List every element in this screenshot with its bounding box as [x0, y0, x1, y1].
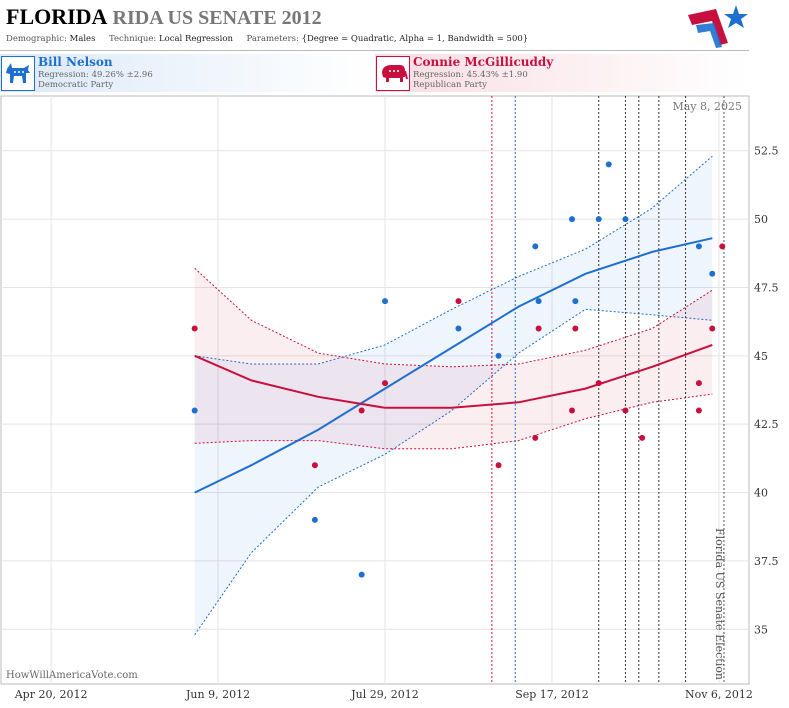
poll-point [572, 325, 579, 332]
chart-area: 35 37.5 40 42.5 45 47.5 50 52.5 Apr 20, 2012 Jun … [0, 94, 789, 708]
y-tick-label: 45 [754, 350, 768, 363]
poll-point [622, 216, 629, 223]
poll-point [595, 216, 602, 223]
technique-label: Technique: [108, 34, 157, 44]
x-tick-label: Sep 17, 2012 [515, 688, 589, 701]
y-tick-label: 37.5 [754, 555, 779, 568]
y-tick-label: 52.5 [754, 145, 779, 158]
date-stamp: May 8, 2025 [672, 100, 742, 113]
poll-point [709, 325, 716, 332]
upper-bound-line [194, 267, 713, 368]
poll-point [695, 243, 702, 250]
poll-point [709, 270, 716, 277]
candidate-card-democrat: Bill Nelson Regression: 49.26% ±2.96 Dem… [0, 54, 372, 92]
upper-bound-line [194, 155, 713, 365]
donkey-icon [1, 56, 35, 91]
demographic-label: Demographic: [6, 34, 67, 44]
poll-point [358, 571, 365, 578]
poll-point [311, 462, 318, 469]
y-tick-label: 50 [754, 213, 768, 226]
poll-point [358, 407, 365, 414]
x-tick-label: Jun 9, 2012 [185, 688, 250, 701]
x-tick-label: Jul 29, 2012 [350, 688, 419, 701]
regression-line [194, 343, 713, 409]
poll-point [719, 243, 726, 250]
y-tick-label: 35 [754, 623, 768, 636]
lower-bound-line [194, 393, 713, 450]
parameters-label: Parameters: [246, 34, 299, 44]
poll-point [532, 243, 539, 250]
header-divider [0, 50, 749, 51]
x-tick-label: Apr 20, 2012 [14, 688, 88, 701]
poll-point [535, 298, 542, 305]
x-tick-label: Nov 6, 2012 [685, 688, 753, 701]
candidate-card-republican: Connie McGillicuddy Regression: 45.43% ±… [375, 54, 747, 92]
poll-point [455, 325, 462, 332]
poll-point [605, 161, 612, 168]
parameters-line: Demographic: Males Technique: Local Regr… [6, 34, 528, 44]
demographic-value: Males [69, 34, 96, 44]
poll-point [695, 380, 702, 387]
title-state: FLORIDA [6, 4, 108, 29]
technique-value: Local Regression [158, 34, 233, 44]
candidate-name: Bill Nelson [38, 55, 113, 69]
candidate-party: Republican Party [413, 80, 487, 90]
poll-point [622, 407, 629, 414]
star-logo-icon [688, 5, 748, 48]
poll-point [569, 216, 576, 223]
title-rest: RIDA US SENATE 2012 [112, 7, 322, 29]
poll-point [695, 407, 702, 414]
poll-point [382, 380, 389, 387]
regression-line [194, 237, 713, 494]
poll-point [532, 434, 539, 441]
poll-point [595, 380, 602, 387]
poll-point [572, 298, 579, 305]
poll-point [382, 298, 389, 305]
candidate-name: Connie McGillicuddy [413, 55, 554, 69]
candidate-party: Democratic Party [38, 80, 114, 90]
chart-title: FLORIDA RIDA US SENATE 2012 [6, 4, 322, 34]
poll-point [455, 298, 462, 305]
poll-point [191, 407, 198, 414]
regression-chart: 35 37.5 40 42.5 45 47.5 50 52.5 Apr 20, 2012 Jun … [0, 95, 779, 701]
poll-point [311, 516, 318, 523]
y-tick-label: 47.5 [754, 281, 779, 294]
parameters-value: {Degree = Quadratic, Alpha = 1, Bandwidt… [301, 34, 529, 44]
candidate-regression: Regression: 49.26% ±2.96 [38, 70, 153, 80]
election-day-label: Florida US Senate Election [713, 528, 726, 680]
plot-frame [0, 95, 750, 685]
confidence-band [194, 268, 713, 449]
candidate-regression: Regression: 45.43% ±1.90 [413, 70, 528, 80]
watermark: HowWillAmericaVote.com [6, 670, 138, 681]
y-tick-label: 42.5 [754, 418, 779, 431]
y-tick-label: 40 [754, 487, 768, 500]
poll-point [191, 325, 198, 332]
poll-point [535, 325, 542, 332]
poll-point [569, 407, 576, 414]
poll-point [495, 352, 502, 359]
poll-point [639, 434, 646, 441]
lower-bound-line [194, 308, 713, 636]
poll-point [495, 462, 502, 469]
elephant-icon [376, 56, 410, 91]
